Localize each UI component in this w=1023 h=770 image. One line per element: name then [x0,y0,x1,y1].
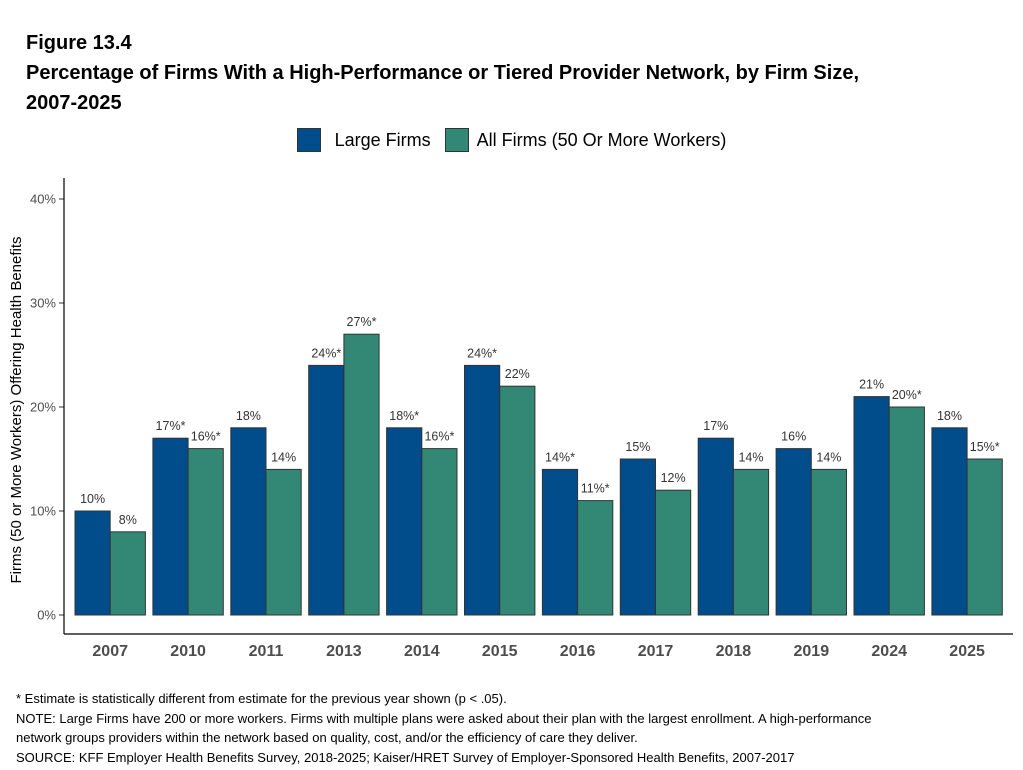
data-label-all-2016: 11%* [581,482,610,496]
bar-all-2011 [265,468,302,616]
x-tick-label-2015: 2015 [482,643,518,660]
bar-all-2018 [732,468,770,616]
data-label-all-2011: 14% [271,450,296,464]
y-tick-label-40: 40% [30,192,56,207]
legend-item-large-firms: Large Firms [296,128,431,152]
bar-large-2014 [386,427,423,616]
x-tick-label-2024: 2024 [871,643,907,660]
bar-all-2025 [966,458,1003,616]
data-label-all-2013: 27%* [347,315,377,329]
legend-swatch-large-firms [296,128,321,152]
title-block: Figure 13.4 Percentage of Firms With a H… [26,28,986,118]
x-tick-label-2017: 2017 [638,643,674,660]
bar-all-2014 [421,448,458,616]
figure-title-line-1: Percentage of Firms With a High-Performa… [26,62,859,84]
data-label-large-2024: 21% [859,378,884,392]
notes-block: * Estimate is statistically different fr… [16,689,1011,767]
y-tick-label-20: 20% [30,400,56,415]
data-label-large-2016: 14%* [545,450,575,464]
data-label-all-2014: 16%* [424,430,454,444]
x-tick-label-2018: 2018 [716,643,752,660]
y-tick-label-0: 0% [37,608,56,623]
bar-large-2024 [853,396,890,616]
x-tick-label-2010: 2010 [170,643,206,660]
legend-label-all-firms: All Firms (50 Or More Workers) [476,129,727,150]
data-label-all-2015: 22% [505,367,530,381]
data-label-all-2010: 16%* [191,430,221,444]
data-label-all-2025: 15%* [970,440,1000,454]
y-tick-label-30: 30% [30,296,56,311]
bar-large-2016 [541,468,579,616]
x-tick-label-2011: 2011 [249,643,284,660]
legend-swatch-all-firms [444,128,469,152]
bar-all-2017 [655,489,692,616]
figure-title-line-2: 2007-2025 [26,92,122,114]
legend-label-large-firms: Large Firms [334,129,431,150]
x-tick-label-2025: 2025 [949,643,985,660]
bar-large-2015 [464,364,501,616]
data-label-large-2017: 15% [625,440,650,454]
chart-legend: Large Firms All Firms (50 Or More Worker… [0,126,1023,154]
data-label-large-2007: 10% [80,492,105,506]
data-label-all-2007: 8% [119,513,137,527]
x-tick-label-2013: 2013 [326,643,362,660]
y-axis-title: Firms (50 or More Workers) Offering Heal… [8,236,25,583]
bar-all-2016 [577,500,614,616]
data-label-all-2017: 12% [661,471,686,485]
data-label-large-2010: 17%* [156,419,186,433]
x-tick-label-2019: 2019 [794,643,830,660]
data-label-large-2013: 24%* [311,346,341,360]
data-label-all-2024: 20%* [892,388,922,402]
data-label-large-2018: 17% [703,419,728,433]
x-tick-label-2007: 2007 [92,643,128,660]
bar-large-2017 [619,458,656,616]
legend-item-all-firms: All Firms (50 Or More Workers) [444,128,727,152]
figure-label: Figure 13.4 [26,32,132,54]
data-label-large-2014: 18%* [389,409,419,423]
x-tick-label-2014: 2014 [404,643,440,660]
note-significance: * Estimate is statistically different fr… [16,691,507,706]
bar-all-2015 [499,385,536,616]
note-definition: NOTE: Large Firms have 200 or more worke… [16,710,872,726]
data-label-large-2025: 18% [937,409,962,423]
data-label-large-2015: 24%* [467,346,497,360]
bar-large-2007 [74,510,111,616]
note-source: SOURCE: KFF Employer Health Benefits Sur… [16,749,795,765]
y-tick-label-10: 10% [30,504,56,519]
data-label-all-2019: 14% [816,450,841,464]
bar-all-2019 [810,468,847,616]
bar-chart: 0% 10% 20% 30% 40% Firms (50 or More Workers)… [8,178,1013,660]
bar-large-2025 [931,427,968,616]
data-label-large-2011: 18% [236,409,261,423]
data-label-all-2018: 14% [738,450,763,464]
bar-large-2019 [775,448,812,616]
note-definition-cont: network groups providers within the netw… [16,730,638,745]
bar-all-2024 [888,406,925,616]
data-label-large-2019: 16% [781,430,806,444]
bar-large-2013 [308,364,345,616]
x-tick-label-2016: 2016 [560,643,596,660]
bar-large-2018 [697,437,734,616]
bar-all-2007 [109,531,146,616]
bar-all-2010 [187,448,224,616]
bar-large-2010 [152,437,189,616]
bar-all-2013 [343,333,380,616]
bar-large-2011 [230,427,267,616]
